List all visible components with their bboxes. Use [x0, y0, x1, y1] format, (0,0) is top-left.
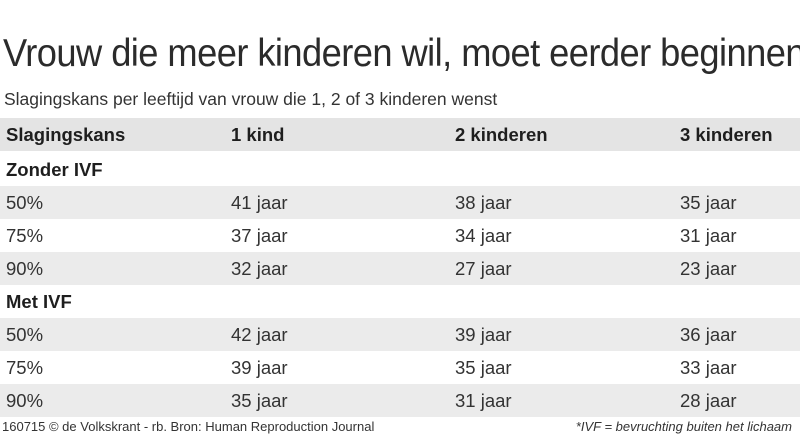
table-cell: 50%: [6, 324, 44, 345]
page-title: Vrouw die meer kinderen wil, moet eerder…: [3, 32, 800, 75]
column-header: Slagingskans: [6, 124, 126, 145]
table-cell: 75%: [6, 225, 44, 246]
table-cell: 38 jaar: [455, 192, 512, 213]
table-cell: 23 jaar: [680, 258, 737, 279]
table-cell: 28 jaar: [680, 390, 737, 411]
table-cell: 31 jaar: [680, 225, 737, 246]
table-cell: 27 jaar: [455, 258, 512, 279]
table-cell: 75%: [6, 357, 44, 378]
table-cell: 39 jaar: [231, 357, 288, 378]
group-row: Met IVF: [0, 285, 800, 318]
table-cell: 35 jaar: [231, 390, 288, 411]
table-cell: 36 jaar: [680, 324, 737, 345]
column-header: 3 kinderen: [680, 124, 773, 145]
page-subtitle: Slagingskans per leeftijd van vrouw die …: [4, 89, 498, 109]
table-cell: 41 jaar: [231, 192, 288, 213]
table-header-row: Slagingskans 1 kind 2 kinderen 3 kindere…: [0, 118, 800, 151]
table-row: 75% 37 jaar 34 jaar 31 jaar: [0, 219, 800, 252]
footnote: *IVF = bevruchting buiten het lichaam: [575, 419, 792, 434]
table-cell: 39 jaar: [455, 324, 512, 345]
table-cell: 35 jaar: [680, 192, 737, 213]
data-table: Slagingskans 1 kind 2 kinderen 3 kindere…: [0, 118, 800, 417]
column-header: 1 kind: [231, 124, 285, 145]
column-header: 2 kinderen: [455, 124, 548, 145]
table-cell: 90%: [6, 258, 44, 279]
footer: 160715 © de Volkskrant - rb. Bron: Human…: [0, 413, 800, 441]
table-cell: 37 jaar: [231, 225, 288, 246]
group-label: Zonder IVF: [6, 159, 103, 180]
table-row: 75% 39 jaar 35 jaar 33 jaar: [0, 351, 800, 384]
table-cell: 31 jaar: [455, 390, 512, 411]
table-cell: 42 jaar: [231, 324, 288, 345]
source-credit: 160715 © de Volkskrant - rb. Bron: Human…: [2, 419, 375, 434]
table-cell: 90%: [6, 390, 44, 411]
table-row: 50% 42 jaar 39 jaar 36 jaar: [0, 318, 800, 351]
table-row: 90% 35 jaar 31 jaar 28 jaar: [0, 384, 800, 417]
group-label: Met IVF: [6, 291, 72, 312]
table-cell: 50%: [6, 192, 44, 213]
table-cell: 33 jaar: [680, 357, 737, 378]
table-cell: 35 jaar: [455, 357, 512, 378]
table-row: 90% 32 jaar 27 jaar 23 jaar: [0, 252, 800, 285]
table-cell: 32 jaar: [231, 258, 288, 279]
group-row: Zonder IVF: [0, 153, 800, 186]
table-cell: 34 jaar: [455, 225, 512, 246]
table-row: 50% 41 jaar 38 jaar 35 jaar: [0, 186, 800, 219]
